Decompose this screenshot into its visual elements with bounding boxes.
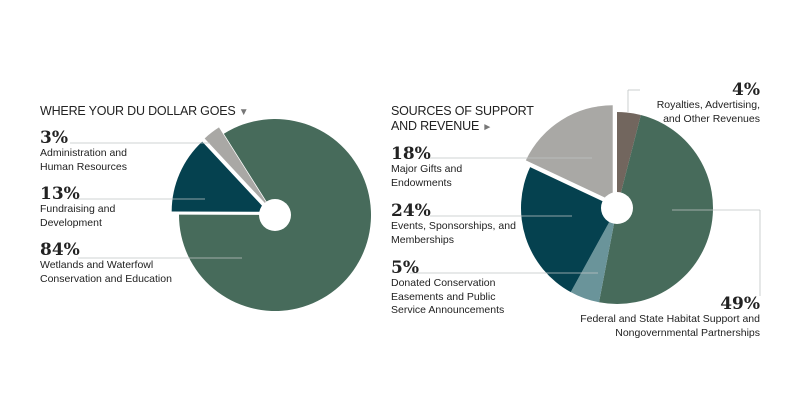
pie-slice — [204, 127, 271, 209]
triangle-right-icon: ► — [482, 122, 493, 133]
left-label-admin: 3% Administration and Human Resources — [40, 128, 127, 173]
right-label-donated: 5% Donated Conservation Easements and Pub… — [391, 258, 505, 317]
right-label-major-gifts: 18% Major Gifts and Endowments — [391, 144, 463, 189]
pie-slice — [599, 115, 714, 305]
right-label-federal: 49% Federal and State Habitat Support and… — [580, 294, 760, 339]
left-chart-title: WHERE YOUR DU DOLLAR GOES ▼ — [40, 104, 249, 118]
pie-slice — [521, 167, 617, 293]
left-label-wetlands: 84% Wetlands and Waterfowl Conservation a… — [40, 240, 172, 285]
pie-hole — [601, 192, 633, 224]
pie-slice — [171, 141, 268, 212]
pie-slice — [525, 105, 613, 202]
pie-hole — [259, 199, 291, 231]
triangle-down-icon: ▼ — [238, 107, 249, 118]
pie-slice — [617, 112, 641, 208]
left-label-fundraising: 13% Fundraising and Development — [40, 184, 116, 229]
right-label-royalties: 4% Royalties, Advertising, and Other Reve… — [656, 80, 760, 125]
right-chart-title: SOURCES OF SUPPORT AND REVENUE ► — [391, 104, 534, 133]
right-label-events: 24% Events, Sponsorships, and Memberships — [391, 201, 516, 246]
pie-slice — [570, 208, 617, 303]
